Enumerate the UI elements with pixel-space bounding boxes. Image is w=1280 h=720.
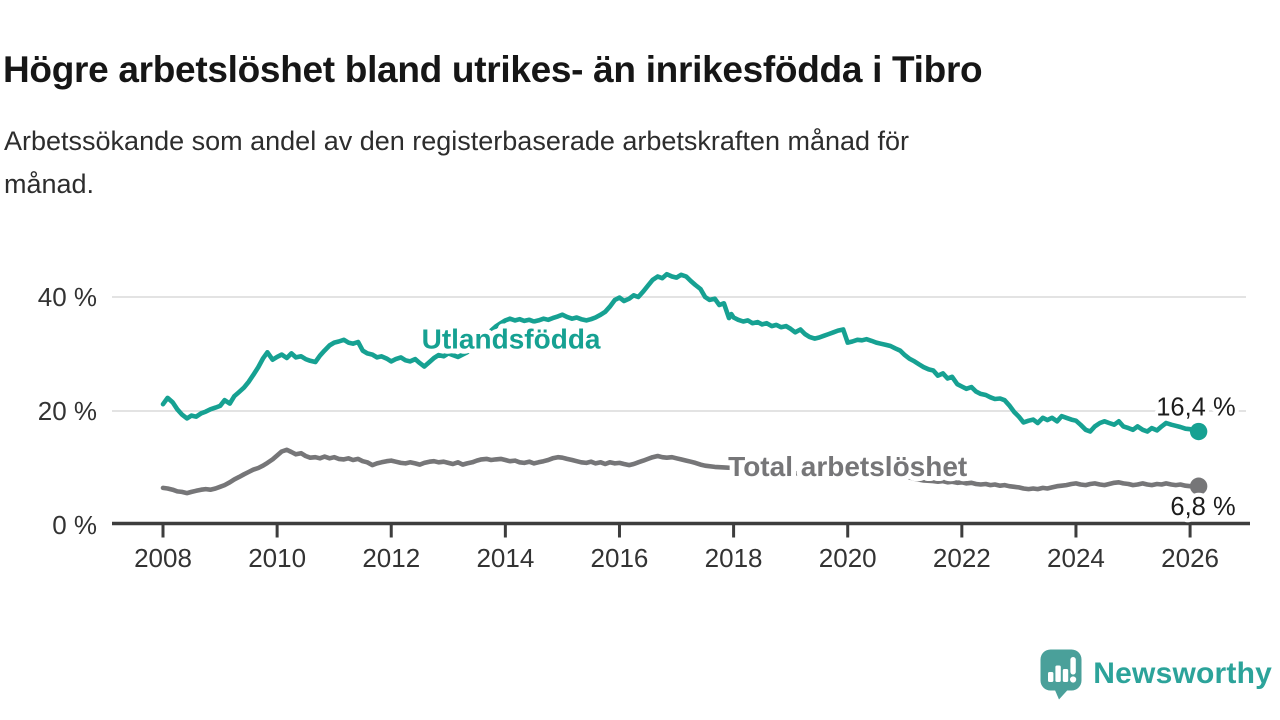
x-tick-label: 2022 — [933, 543, 991, 573]
x-tick-label: 2014 — [476, 543, 534, 573]
chart-series — [160, 271, 1208, 496]
end-value-label: 6,8 % — [1170, 493, 1235, 521]
y-tick-label: 20 % — [38, 396, 97, 426]
logo-exclamation-dot — [1070, 676, 1077, 683]
logo-exclamation-stem — [1070, 657, 1077, 675]
x-tick-label: 2012 — [362, 543, 420, 573]
series-end-dot — [1189, 422, 1208, 441]
x-tick-label: 2016 — [591, 543, 649, 573]
series-line-utlandsfodda — [160, 271, 1201, 434]
series-label: Total arbetslöshet — [728, 451, 967, 482]
x-tick-label: 2026 — [1161, 543, 1219, 573]
chart-subtitle-line-2: månad. — [4, 169, 95, 200]
chart-labels: Utlandsfödda 16,4 % Total arbetslöshet 6,8 … — [417, 319, 1240, 526]
end-value-label: 16,4 % — [1156, 394, 1235, 422]
series-line-total — [160, 447, 1201, 496]
chart-subtitle-line-1: Arbetssökande som andel av den registerb… — [4, 126, 910, 156]
logo-bar-1 — [1048, 672, 1054, 682]
y-tick-label: 40 % — [38, 282, 97, 312]
x-tick-label: 2008 — [134, 543, 192, 573]
chart-title: Högre arbetslöshet bland utrikes- än inr… — [3, 48, 983, 90]
x-tick-label: 2020 — [819, 543, 877, 573]
x-tick-label: 2024 — [1047, 543, 1105, 573]
y-tick-label: 0 % — [52, 510, 97, 540]
x-tick-label: 2010 — [248, 543, 306, 573]
logo-bar-2 — [1055, 665, 1062, 682]
brand-name: Newsworthy — [1093, 657, 1272, 690]
newsworthy-logo-icon — [1040, 649, 1082, 700]
logo-bubble-tail — [1054, 689, 1069, 700]
gridlines: 0 % 20 % 40 % — [38, 282, 1246, 540]
series-label: Utlandsfödda — [422, 324, 601, 355]
x-axis: 2008 2010 2012 2014 2016 2018 2020 2022 2024 2026 — [112, 521, 1250, 573]
brand-footer: Newsworthy — [1038, 648, 1272, 700]
series-end-dot — [1189, 477, 1208, 495]
logo-bar-3 — [1063, 669, 1069, 682]
x-tick-label: 2018 — [705, 543, 763, 573]
chart-subtitle: Arbetssökande som andel av den registerb… — [4, 120, 909, 206]
